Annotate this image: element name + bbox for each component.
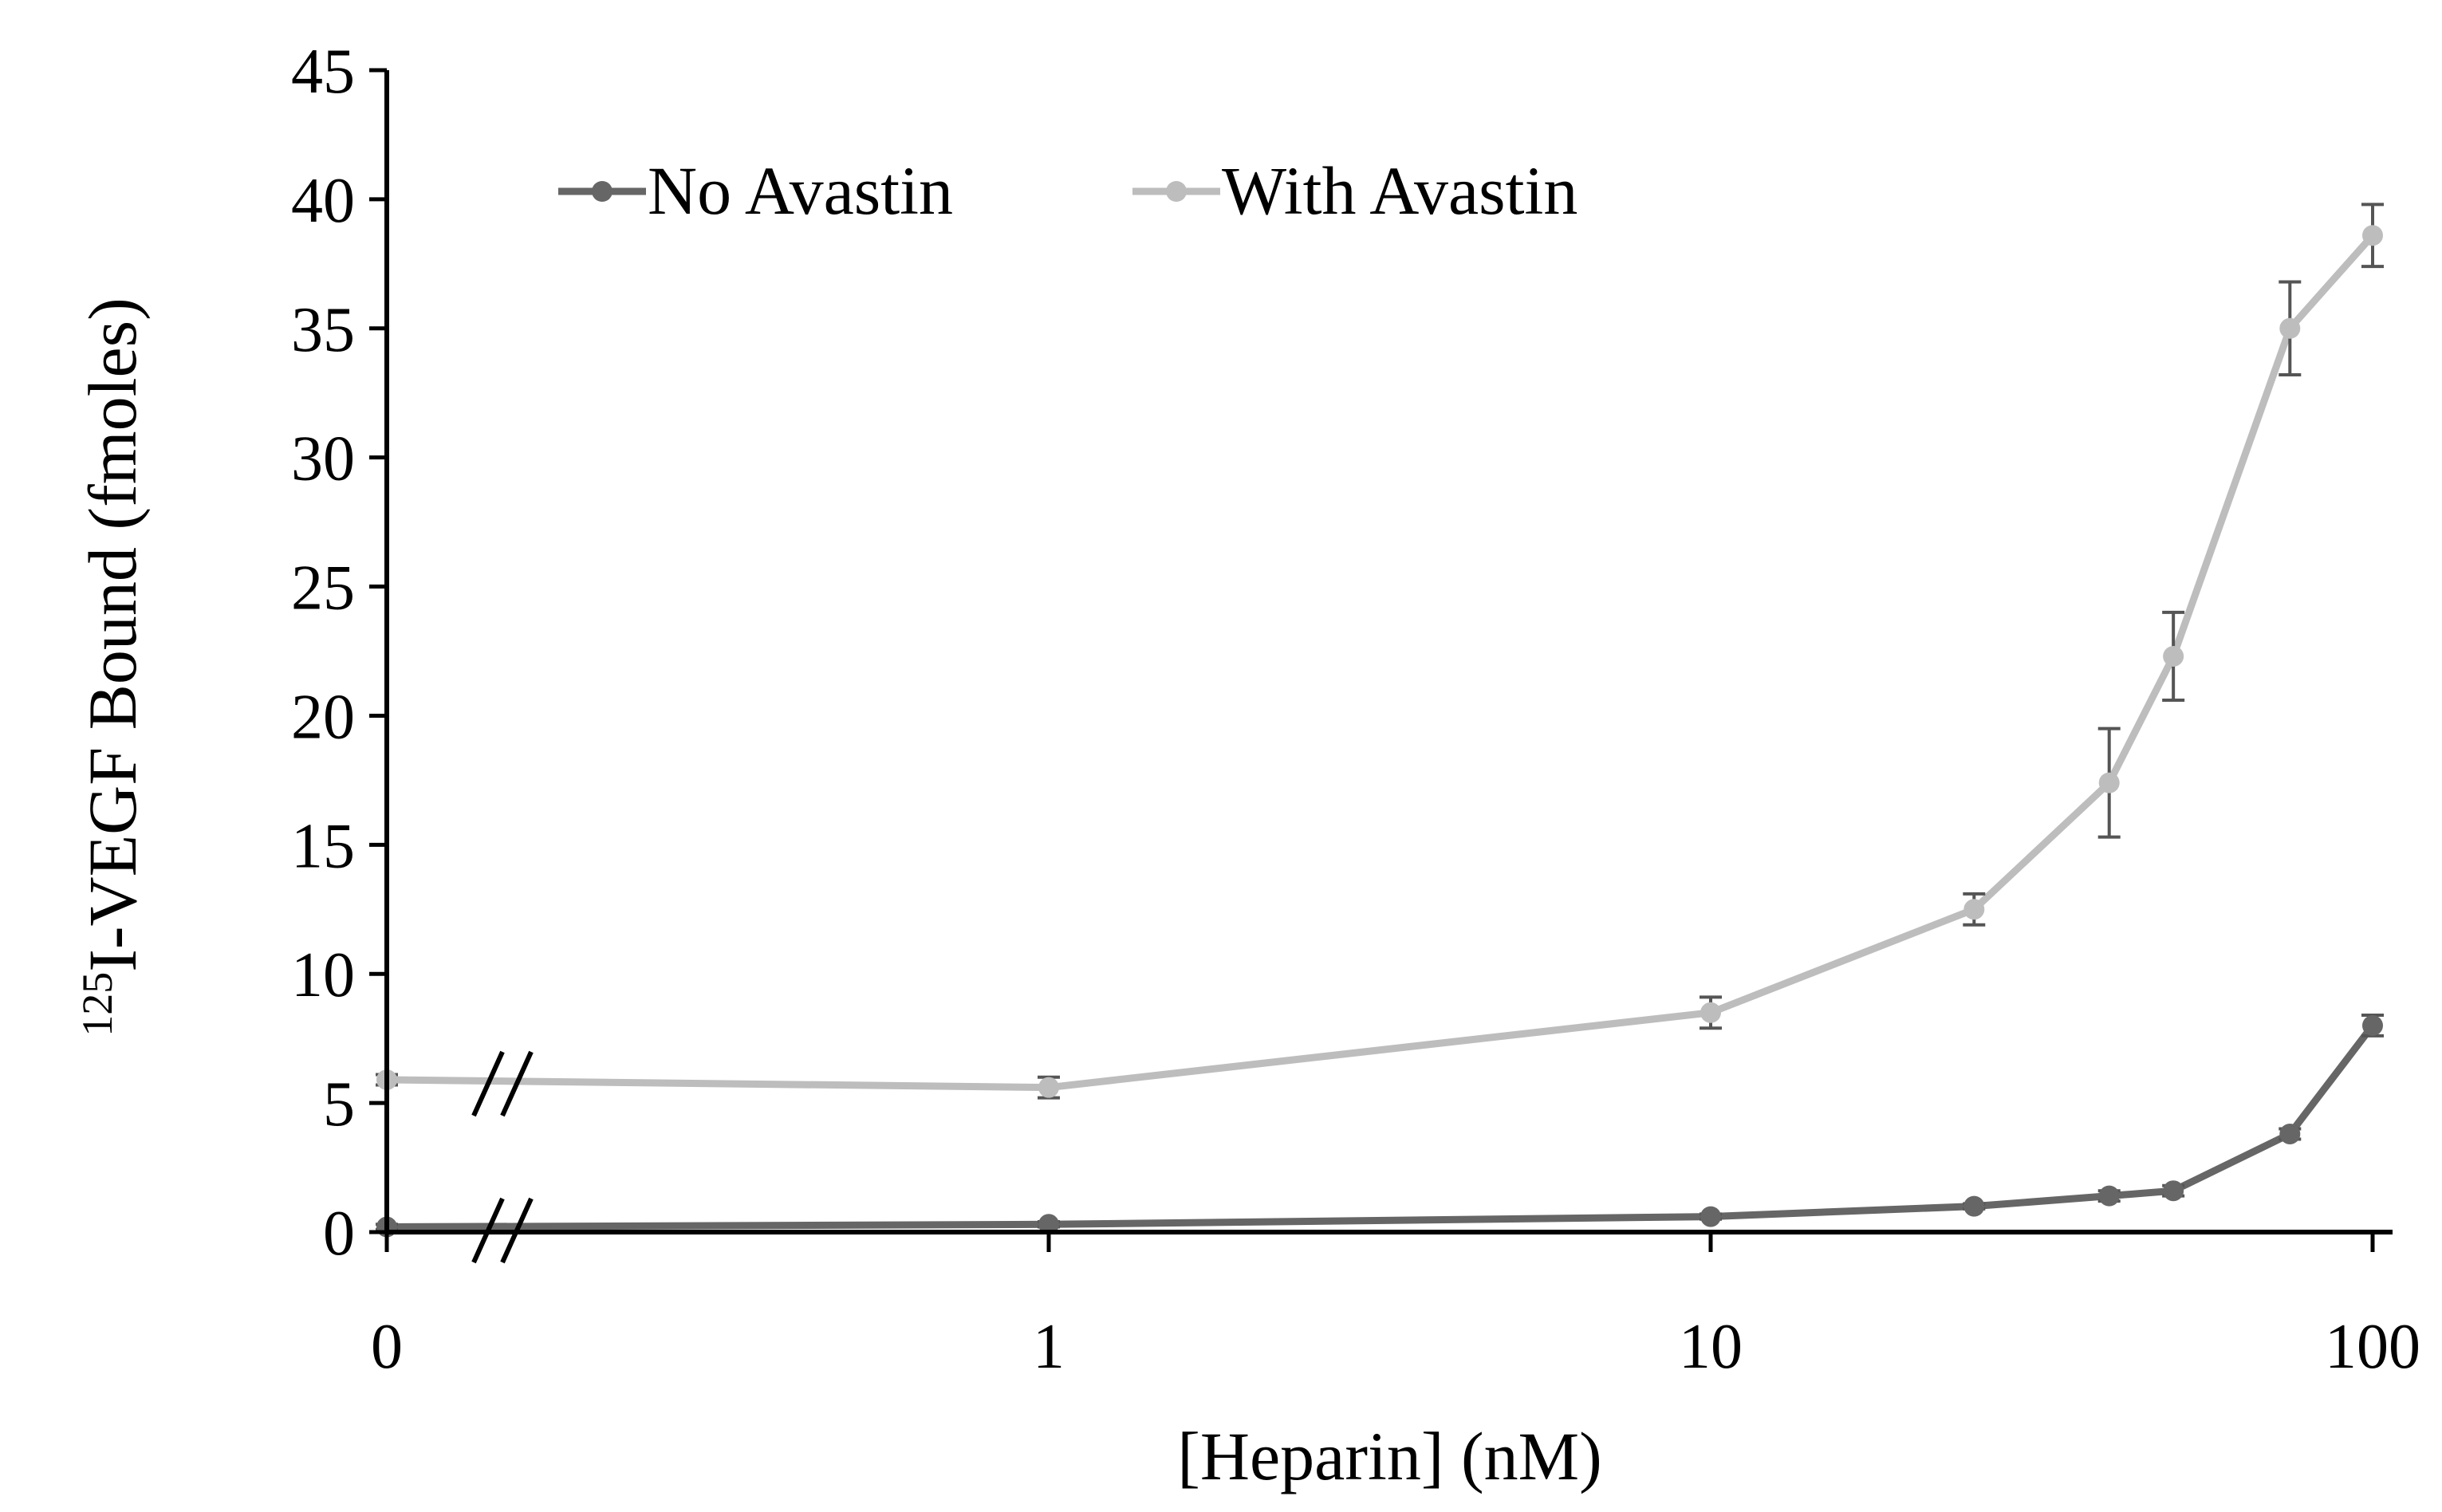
x-tick-label: 1 — [1033, 1312, 1065, 1382]
y-axis-title: 125I-VEGF Bound (fmoles) — [73, 297, 151, 1037]
y-tick-label: 20 — [291, 682, 355, 752]
y-axis-title-text: I-VEGF Bound (fmoles) — [74, 297, 151, 972]
y-tick-label: 15 — [291, 811, 355, 881]
x-axis-title: [Heparin] (nM) — [1177, 1418, 1602, 1494]
data-point — [1963, 1195, 1985, 1217]
axis-break-slash — [471, 1197, 505, 1264]
y-tick-label: 45 — [291, 37, 355, 107]
data-point — [2098, 1185, 2120, 1207]
series-layer — [376, 203, 2384, 1238]
series-with-avastin — [376, 203, 2384, 1100]
data-point — [2098, 772, 2120, 793]
data-point — [2362, 1014, 2383, 1036]
axes: 0 5 10 15 20 25 30 35 40 45 0 1 10 100 — [291, 37, 2420, 1382]
y-axis-title-superscript: 125 — [73, 972, 121, 1037]
y-tick-label: 40 — [291, 166, 355, 236]
axis-break-slash — [500, 1050, 534, 1117]
y-tick-label: 25 — [291, 553, 355, 624]
axis-break-marks — [471, 1050, 534, 1264]
legend-label: With Avastin — [1222, 152, 1577, 229]
y-tick-label: 5 — [323, 1069, 355, 1140]
y-tick-label: 10 — [291, 940, 355, 1010]
data-point — [2279, 1123, 2301, 1144]
legend-swatch-marker — [1166, 181, 1187, 202]
data-point — [2163, 1180, 2184, 1202]
legend-item-with-avastin: With Avastin — [1132, 152, 1577, 229]
y-tick-label: 0 — [323, 1199, 355, 1269]
x-tick-label: 100 — [2325, 1312, 2420, 1382]
data-point — [1700, 1002, 1721, 1023]
data-point — [1038, 1077, 1059, 1098]
legend-label: No Avastin — [648, 152, 953, 229]
series-line — [386, 233, 2376, 1092]
y-tick-label: 30 — [291, 424, 355, 494]
legend-item-no-avastin: No Avastin — [558, 152, 953, 229]
data-point — [1700, 1206, 1721, 1227]
series-line — [386, 1023, 2376, 1231]
data-point — [2279, 317, 2301, 339]
data-point — [1963, 899, 1985, 920]
axis-break-slash — [471, 1050, 505, 1117]
x-tick-label: 0 — [371, 1312, 403, 1382]
x-ticks: 0 1 10 100 — [371, 1232, 2420, 1382]
x-tick-label: 10 — [1679, 1312, 1743, 1382]
legend-swatch-marker — [592, 181, 612, 202]
y-ticks: 0 5 10 15 20 25 30 35 40 45 — [291, 37, 387, 1269]
axis-break-slash — [500, 1197, 534, 1264]
data-point — [2163, 645, 2184, 667]
data-point — [2362, 225, 2383, 246]
data-point — [1038, 1214, 1059, 1235]
y-tick-label: 35 — [291, 295, 355, 365]
legend: No Avastin With Avastin — [558, 152, 1577, 229]
